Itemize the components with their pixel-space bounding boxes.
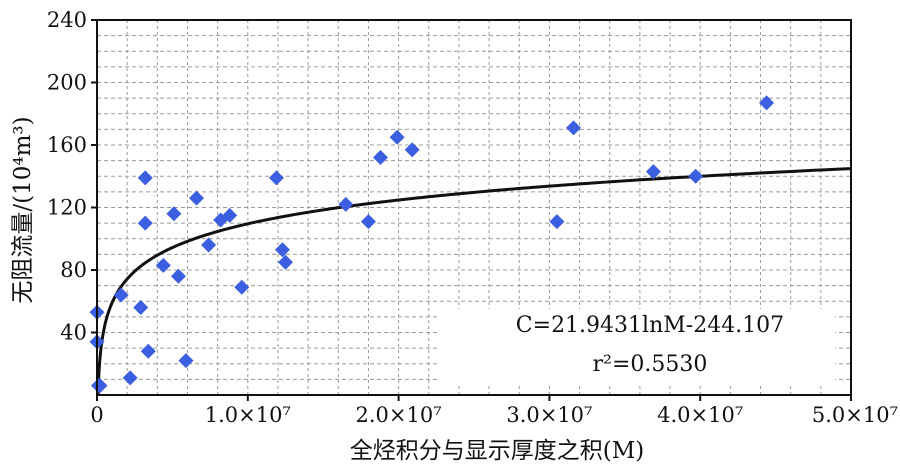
data-point	[178, 353, 194, 369]
data-point	[189, 190, 205, 206]
x-tick-label: 0	[90, 403, 103, 427]
x-tick-label: 4.0×10⁷	[657, 403, 743, 427]
data-point	[274, 242, 290, 258]
y-axis-label: 无阻流量/(10⁴m³)	[10, 116, 36, 303]
data-point	[92, 378, 108, 394]
annotation-background	[437, 309, 835, 386]
data-point	[155, 257, 171, 273]
x-tick-label: 5.0×10⁷	[812, 403, 898, 427]
data-point	[137, 215, 153, 231]
data-point	[688, 168, 704, 184]
data-point	[338, 196, 354, 212]
data-point	[373, 150, 389, 165]
data-point	[268, 170, 284, 186]
x-tick-label: 2.0×10⁷	[356, 403, 442, 427]
data-point	[140, 343, 156, 359]
y-tick-label: 120	[47, 196, 87, 220]
data-point	[759, 95, 775, 111]
data-point	[549, 214, 565, 230]
data-point	[133, 300, 149, 315]
tick-labels: 0 1.0×10⁷ 2.0×10⁷ 3.0×10⁷ 4.0×10⁷ 5.0×10⁷ 40 80…	[47, 8, 898, 427]
data-point	[201, 237, 217, 253]
data-point	[122, 370, 138, 386]
data-point	[234, 279, 250, 295]
y-tick-label: 200	[47, 71, 87, 95]
data-point	[278, 254, 293, 270]
x-tick-label: 1.0×10⁷	[205, 403, 291, 427]
data-point	[113, 287, 129, 303]
data-point	[389, 129, 405, 145]
annotation-box	[437, 309, 835, 386]
data-point	[404, 142, 420, 158]
y-tick-label: 40	[60, 321, 87, 345]
data-point	[645, 164, 661, 180]
data-point	[222, 207, 238, 223]
y-tick-label: 80	[60, 258, 87, 282]
x-tick-label: 3.0×10⁷	[506, 403, 592, 427]
data-point	[137, 170, 153, 186]
data-point	[566, 120, 582, 136]
data-point	[170, 268, 186, 284]
x-axis-label: 全烃积分与显示厚度之积(M)	[350, 438, 645, 464]
data-points	[89, 95, 775, 394]
data-point	[360, 214, 376, 230]
y-tick-label: 240	[47, 8, 87, 32]
axes	[91, 19, 852, 401]
data-point	[166, 206, 182, 222]
trend-equation: C=21.9431lnM-244.107	[516, 313, 784, 338]
y-tick-label: 160	[47, 133, 87, 157]
r-squared-label: r²=0.5530	[593, 352, 708, 377]
